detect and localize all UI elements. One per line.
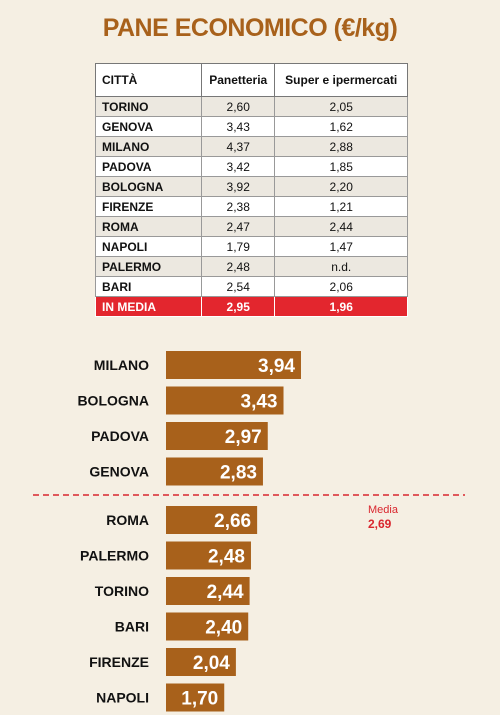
city-cell: BOLOGNA	[95, 176, 202, 197]
supermarket-price-cell: 2,44	[274, 216, 408, 237]
bar	[166, 612, 249, 641]
supermarket-price-cell: 1,96	[274, 296, 408, 317]
city-cell: ROMA	[95, 216, 202, 237]
category-label: BARI	[115, 619, 149, 635]
bakery-price-cell: 3,42	[200, 156, 276, 177]
table-row: FIRENZE 2,38 1,21	[95, 196, 408, 217]
city-cell: MILANO	[95, 136, 202, 157]
supermarket-price-cell: 2,88	[274, 136, 408, 157]
average-reference-value: 2,69	[368, 517, 392, 531]
supermarket-price-cell: 1,85	[274, 156, 408, 177]
bar	[166, 577, 250, 605]
bakery-price-cell: 2,95	[200, 296, 276, 317]
bakery-price-cell: 1,79	[200, 236, 276, 257]
header-city: CITTÀ	[95, 63, 202, 97]
city-cell: TORINO	[95, 96, 202, 117]
value-label: 2,48	[208, 547, 245, 568]
bar	[166, 541, 251, 570]
bar-chart: MILANO 3,94 BOLOGNA 3,43 PADOVA 2,97 GENOVA 2,8…	[33, 351, 465, 712]
value-label: 1,70	[181, 689, 218, 710]
bar	[166, 683, 225, 712]
table-row: GENOVA 3,43 1,62	[95, 116, 408, 137]
bar	[166, 386, 284, 415]
average-row: IN MEDIA 2,95 1,96	[95, 296, 408, 317]
city-cell: IN MEDIA	[95, 296, 202, 317]
category-label: FIRENZE	[89, 654, 149, 670]
table-row: BOLOGNA 3,92 2,20	[95, 176, 408, 197]
table-row: NAPOLI 1,79 1,47	[95, 236, 408, 257]
bakery-price-cell: 2,38	[200, 196, 276, 217]
value-label: 2,83	[220, 463, 257, 484]
supermarket-price-cell: 2,06	[274, 276, 408, 297]
value-label: 2,97	[225, 427, 262, 448]
bar	[166, 648, 236, 676]
city-cell: GENOVA	[95, 116, 202, 137]
table-row: PALERMO 2,48 n.d.	[95, 256, 408, 277]
city-cell: BARI	[95, 276, 202, 297]
category-label: PADOVA	[91, 428, 149, 444]
supermarket-price-cell: n.d.	[274, 256, 408, 277]
category-label: NAPOLI	[96, 690, 149, 706]
table-row: MILANO 4,37 2,88	[95, 136, 408, 157]
supermarket-price-cell: 1,21	[274, 196, 408, 217]
bakery-price-cell: 2,48	[200, 256, 276, 277]
category-label: ROMA	[106, 512, 149, 528]
value-label: 3,43	[241, 392, 278, 413]
bar	[166, 457, 263, 486]
table-header-row: CITTÀ Panetteria Super e ipermercati	[95, 63, 408, 97]
bakery-price-cell: 3,43	[200, 116, 276, 137]
category-label: TORINO	[95, 583, 149, 599]
bar	[166, 351, 301, 379]
bakery-price-cell: 2,60	[200, 96, 276, 117]
price-table: CITTÀ Panetteria Super e ipermercati TOR…	[95, 63, 408, 317]
city-cell: FIRENZE	[95, 196, 202, 217]
category-label: PALERMO	[80, 548, 149, 564]
value-label: 2,66	[214, 511, 251, 532]
page-title: PANE ECONOMICO (€/kg)	[102, 14, 398, 42]
category-label: GENOVA	[89, 464, 149, 480]
city-cell: NAPOLI	[95, 236, 202, 257]
table-body: TORINO 2,60 2,05 GENOVA 3,43 1,62 MILANO 4,37 2,…	[95, 96, 408, 317]
header-supermarkets: Super e ipermercati	[274, 63, 408, 97]
value-label: 3,94	[258, 356, 295, 377]
header-bakery: Panetteria	[200, 63, 276, 97]
value-label: 2,40	[205, 618, 242, 639]
value-label: 2,44	[207, 582, 244, 603]
supermarket-price-cell: 1,47	[274, 236, 408, 257]
category-label: MILANO	[94, 357, 149, 373]
bakery-price-cell: 3,92	[200, 176, 276, 197]
bakery-price-cell: 2,47	[200, 216, 276, 237]
city-cell: PADOVA	[95, 156, 202, 177]
table-row: ROMA 2,47 2,44	[95, 216, 408, 237]
supermarket-price-cell: 2,05	[274, 96, 408, 117]
average-reference-label: Media	[368, 504, 399, 516]
bakery-price-cell: 2,54	[200, 276, 276, 297]
supermarket-price-cell: 1,62	[274, 116, 408, 137]
supermarket-price-cell: 2,20	[274, 176, 408, 197]
bar	[166, 422, 268, 450]
table-row: TORINO 2,60 2,05	[95, 96, 408, 117]
table-row: PADOVA 3,42 1,85	[95, 156, 408, 177]
table-row: BARI 2,54 2,06	[95, 276, 408, 297]
city-cell: PALERMO	[95, 256, 202, 277]
bakery-price-cell: 4,37	[200, 136, 276, 157]
value-label: 2,04	[193, 653, 230, 674]
category-label: BOLOGNA	[77, 393, 149, 409]
bar	[166, 506, 258, 534]
